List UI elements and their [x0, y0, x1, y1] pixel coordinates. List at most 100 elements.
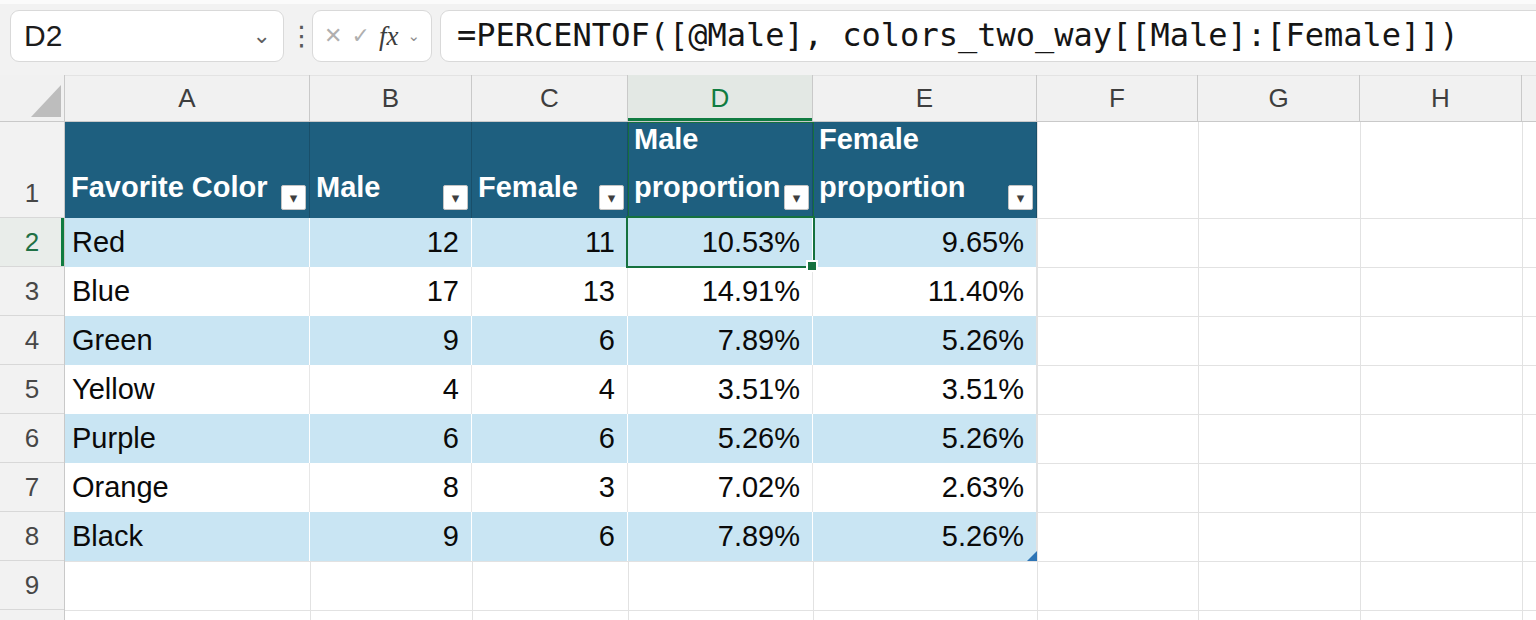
- cell[interactable]: 3.51%: [628, 365, 813, 414]
- cell[interactable]: Yellow: [65, 365, 310, 414]
- select-all-triangle-icon: [31, 85, 61, 117]
- formula-bar-row: D2 ⌄ ⋮ ✕ ✓ fx ⌄ =PERCENTOF([@Male], colo…: [0, 0, 1536, 75]
- fill-handle[interactable]: [806, 260, 818, 272]
- cell[interactable]: 5.26%: [628, 414, 813, 463]
- column-header-label: D: [711, 83, 730, 114]
- cell[interactable]: 4: [472, 365, 628, 414]
- row-header-4[interactable]: 4: [0, 316, 64, 365]
- formula-bar[interactable]: =PERCENTOF([@Male], colors_two_way[[Male…: [440, 10, 1536, 62]
- gridline-vertical: [1360, 122, 1361, 620]
- cell[interactable]: 9: [310, 316, 472, 365]
- cell[interactable]: Orange: [65, 463, 310, 512]
- column-header-a[interactable]: A: [65, 75, 310, 121]
- cell[interactable]: Purple: [65, 414, 310, 463]
- cell[interactable]: 3.51%: [813, 365, 1037, 414]
- column-header-f[interactable]: F: [1037, 75, 1198, 121]
- column-header-label: C: [540, 83, 559, 114]
- formula-controls: ✕ ✓ fx ⌄: [312, 10, 432, 62]
- column-header-label: F: [1109, 83, 1125, 114]
- table-header-cell-2[interactable]: Male ▾: [310, 122, 472, 218]
- cell[interactable]: 9.65%: [813, 218, 1037, 267]
- table-header-label: Male proportion: [634, 115, 786, 211]
- column-header-label: G: [1268, 83, 1288, 114]
- cell[interactable]: 10.53%: [628, 218, 813, 267]
- insert-function-icon[interactable]: fx: [379, 21, 399, 52]
- table-header-cell-5[interactable]: Female proportion▾: [813, 122, 1037, 218]
- cell[interactable]: Green: [65, 316, 310, 365]
- row-header-label: 5: [25, 374, 39, 405]
- cell[interactable]: 11: [472, 218, 628, 267]
- cell[interactable]: 11.40%: [813, 267, 1037, 316]
- cell[interactable]: 7.89%: [628, 512, 813, 561]
- cell[interactable]: 13: [472, 267, 628, 316]
- cell[interactable]: 3: [472, 463, 628, 512]
- row-header-label: 3: [25, 276, 39, 307]
- column-header-g[interactable]: G: [1198, 75, 1360, 121]
- row-header-6[interactable]: 6: [0, 414, 64, 463]
- gridline-vertical: [1037, 122, 1038, 620]
- column-header-b[interactable]: B: [310, 75, 472, 121]
- column-header-label: E: [916, 83, 933, 114]
- filter-button[interactable]: ▾: [443, 185, 468, 210]
- more-options-icon[interactable]: ⋮: [288, 10, 306, 62]
- formula-text: =PERCENTOF([@Male], colors_two_way[[Male…: [457, 11, 1459, 59]
- table-header-label: Male: [316, 163, 380, 211]
- table-header-label: Favorite Color: [71, 163, 268, 211]
- row-header-7[interactable]: 7: [0, 463, 64, 512]
- table-row: Red121110.53%9.65%: [65, 218, 1037, 267]
- row-header-2[interactable]: 2: [0, 218, 64, 267]
- row-header-3[interactable]: 3: [0, 267, 64, 316]
- cell[interactable]: 6: [310, 414, 472, 463]
- filter-button[interactable]: ▾: [784, 185, 809, 210]
- window-top-strip: [0, 0, 1536, 4]
- row-header-partial[interactable]: [0, 610, 64, 620]
- excel-window: D2 ⌄ ⋮ ✕ ✓ fx ⌄ =PERCENTOF([@Male], colo…: [0, 0, 1536, 620]
- cell[interactable]: 5.26%: [813, 414, 1037, 463]
- cell[interactable]: 4: [310, 365, 472, 414]
- column-header-label: B: [382, 83, 399, 114]
- column-header-h[interactable]: H: [1360, 75, 1522, 121]
- row-header-label: 7: [25, 472, 39, 503]
- table-row: Yellow443.51%3.51%: [65, 365, 1037, 414]
- select-all-button[interactable]: [0, 75, 65, 121]
- cell[interactable]: Blue: [65, 267, 310, 316]
- cell[interactable]: 5.26%: [813, 512, 1037, 561]
- cell[interactable]: 2.63%: [813, 463, 1037, 512]
- table-resize-handle[interactable]: [1027, 551, 1037, 561]
- cell[interactable]: Red: [65, 218, 310, 267]
- name-box[interactable]: D2 ⌄: [10, 10, 284, 62]
- row-header-5[interactable]: 5: [0, 365, 64, 414]
- row-header-8[interactable]: 8: [0, 512, 64, 561]
- row-header-9[interactable]: 9: [0, 561, 64, 610]
- chevron-down-icon[interactable]: ⌄: [407, 27, 420, 45]
- column-header-label: A: [178, 83, 195, 114]
- cell[interactable]: 6: [472, 316, 628, 365]
- cell[interactable]: 7.89%: [628, 316, 813, 365]
- cancel-icon[interactable]: ✕: [324, 23, 342, 49]
- filter-dropdown-icon: ▾: [452, 190, 460, 205]
- table-header-cell-4[interactable]: Male proportion▾: [628, 122, 813, 218]
- cell[interactable]: 14.91%: [628, 267, 813, 316]
- chevron-down-icon[interactable]: ⌄: [253, 11, 271, 60]
- cell[interactable]: 8: [310, 463, 472, 512]
- cell[interactable]: 6: [472, 414, 628, 463]
- filter-dropdown-icon: ▾: [793, 190, 801, 205]
- filter-button[interactable]: ▾: [281, 185, 306, 210]
- cell[interactable]: 6: [472, 512, 628, 561]
- filter-dropdown-icon: ▾: [608, 190, 616, 205]
- cell[interactable]: 7.02%: [628, 463, 813, 512]
- cell[interactable]: 5.26%: [813, 316, 1037, 365]
- filter-button[interactable]: ▾: [1008, 185, 1033, 210]
- enter-icon[interactable]: ✓: [351, 23, 369, 49]
- column-header-c[interactable]: C: [472, 75, 628, 121]
- cell[interactable]: 17: [310, 267, 472, 316]
- table-header-cell-1[interactable]: Favorite Color ▾: [65, 122, 310, 218]
- filter-button[interactable]: ▾: [599, 185, 624, 210]
- row-header-1[interactable]: 1: [0, 122, 64, 218]
- table-header-cell-3[interactable]: Female▾: [472, 122, 628, 218]
- cell[interactable]: 9: [310, 512, 472, 561]
- table-header-label: Female proportion: [819, 115, 1010, 211]
- cell[interactable]: Black: [65, 512, 310, 561]
- cell[interactable]: 12: [310, 218, 472, 267]
- table-row: Green967.89%5.26%: [65, 316, 1037, 365]
